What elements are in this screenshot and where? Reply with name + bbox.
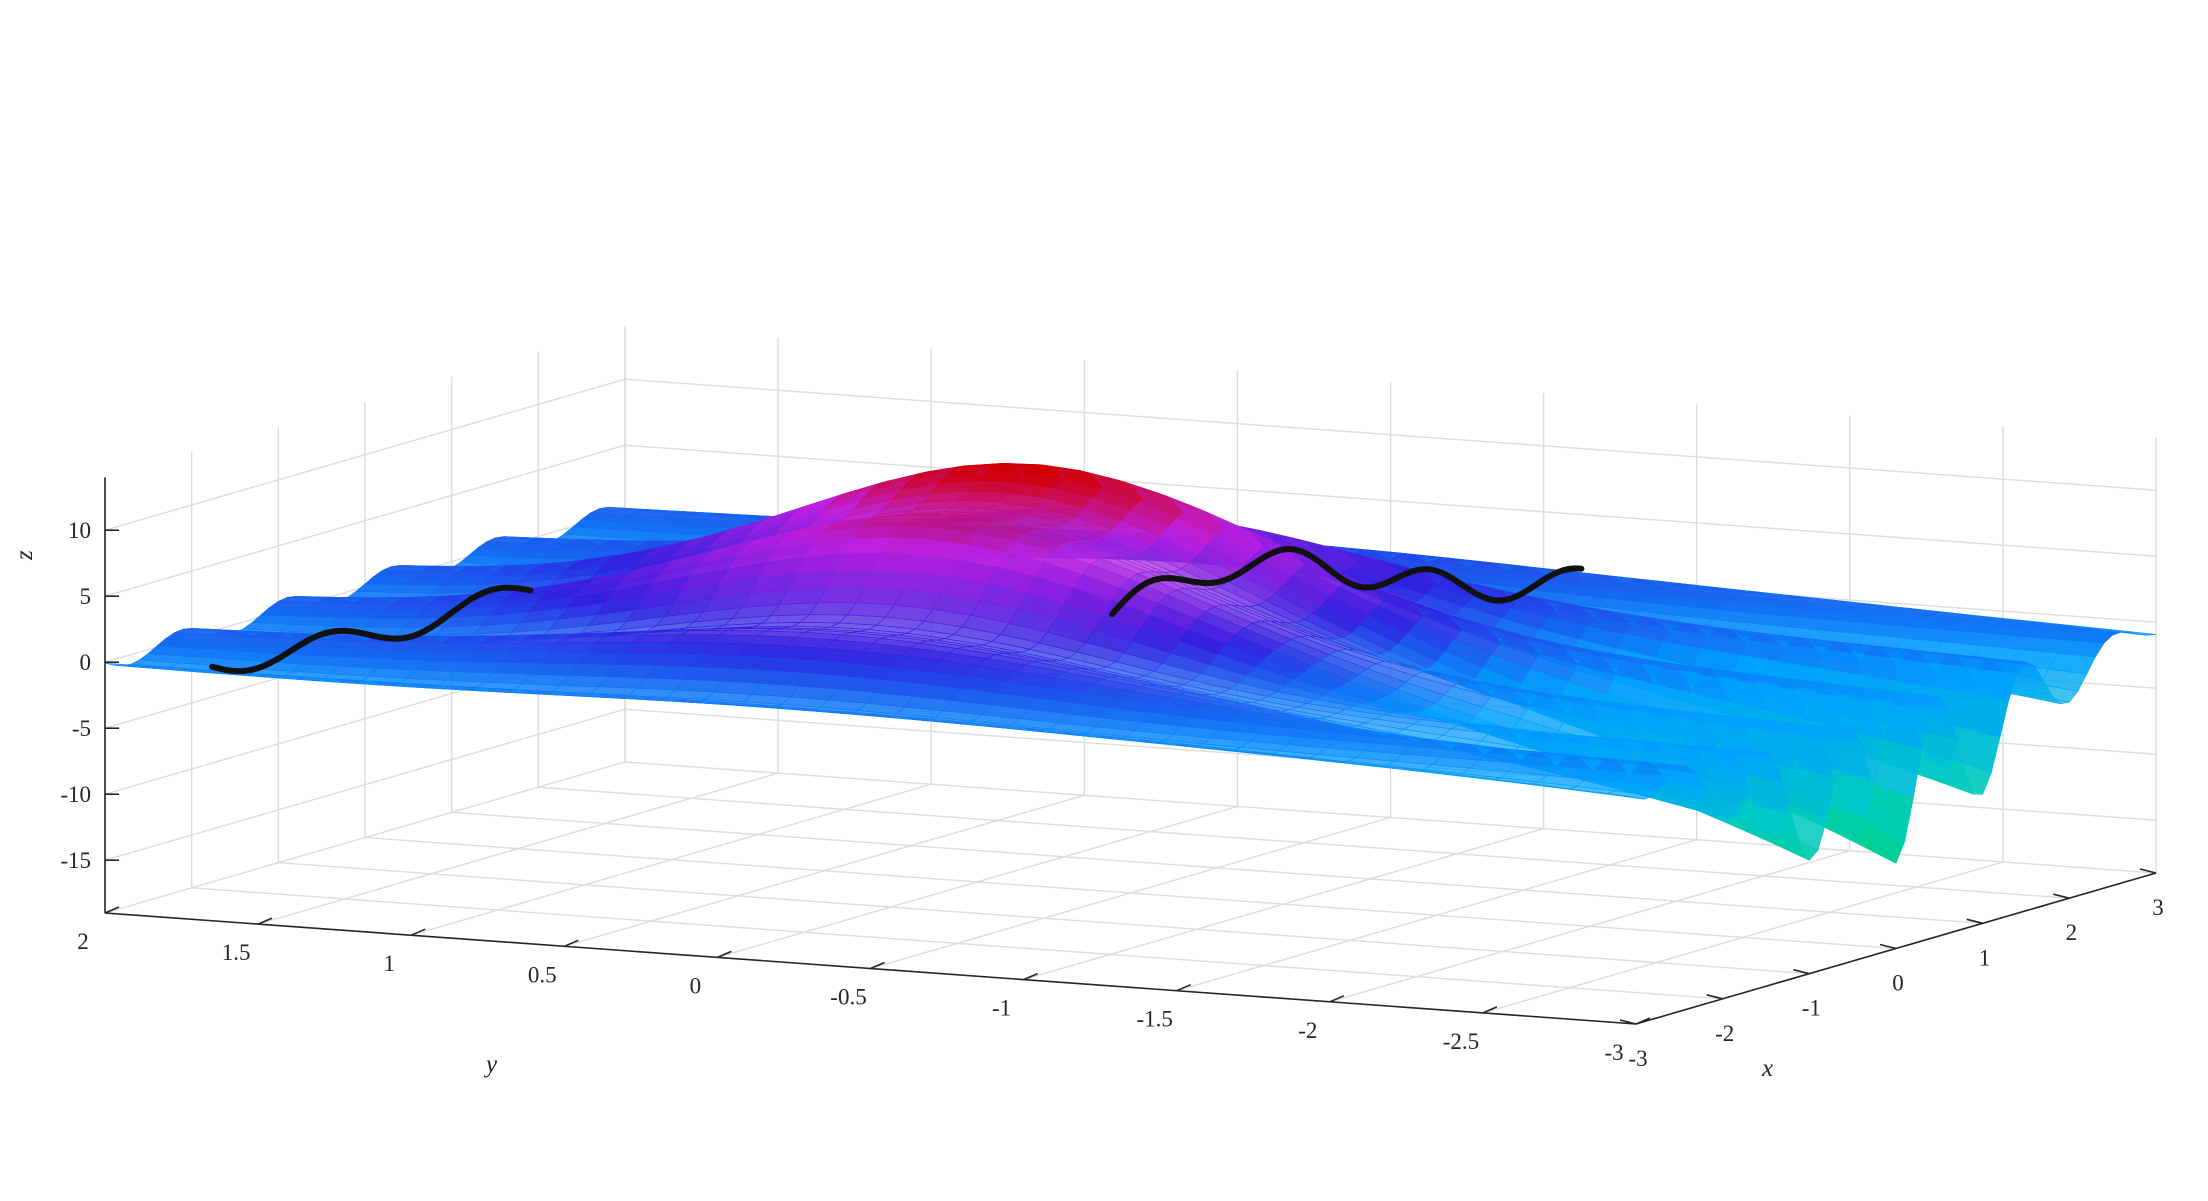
y-tick (1176, 983, 1192, 992)
y-tick (410, 928, 426, 936)
ridge-curve (1109, 546, 1585, 618)
x-tick-label: 3 (2152, 895, 2164, 920)
floor-grid-y (1176, 839, 1697, 992)
z-tick-label: 10 (68, 518, 91, 543)
wall-grid-z (104, 378, 2157, 531)
x-tick-label: 0 (1892, 971, 1904, 996)
floor-grid-y (257, 772, 779, 925)
x-tick (2139, 868, 2157, 874)
y-tick-label: -2.5 (1443, 1029, 1479, 1054)
floor-grid-y (104, 761, 626, 914)
floor-grid-y (717, 805, 1238, 959)
x-tick (1706, 994, 1723, 1000)
y-tick (104, 906, 120, 914)
z-tick-label: -15 (60, 848, 91, 873)
curve-layer (209, 546, 1585, 675)
y-tick-label: -1 (992, 996, 1011, 1021)
y-tick (1635, 1017, 1651, 1025)
x-tick-label: 1 (1979, 945, 1991, 970)
x-tick (2053, 893, 2070, 899)
x-tick-label: -1 (1802, 996, 1821, 1021)
y-tick (1482, 1006, 1498, 1014)
y-tick-label: -1.5 (1136, 1007, 1172, 1032)
y-tick-label: 0.5 (528, 962, 557, 987)
y-tick-label: -0.5 (830, 985, 866, 1010)
y-tick-label: -2 (1298, 1018, 1317, 1043)
floor-grid-y (1023, 827, 1544, 981)
z-tick-label: 5 (80, 584, 92, 609)
y-tick (717, 950, 732, 959)
y-tick (1023, 972, 1038, 981)
y-tick (870, 961, 885, 970)
x-tick-label: -3 (1628, 1046, 1647, 1071)
z-tick-label: -5 (72, 716, 91, 741)
y-tick-label: -3 (1604, 1040, 1623, 1065)
y-axis-label: y (483, 1051, 498, 1078)
floor-grid-y (870, 816, 1391, 970)
y-tick-label: 0 (690, 973, 702, 998)
wall-grid-z (104, 444, 2157, 597)
y-tick (563, 939, 579, 948)
x-tick-label: -2 (1715, 1021, 1734, 1046)
z-tick-label: -10 (60, 782, 91, 807)
x-tick (1879, 943, 1897, 950)
z-tick-label: 0 (80, 650, 92, 675)
ridge-curve (209, 584, 534, 675)
x-tick (1966, 918, 1983, 925)
y-tick (1329, 995, 1345, 1003)
surface-patch (2109, 630, 2157, 636)
floor-grid-y (1482, 861, 2004, 1014)
floor-grid-y (564, 794, 1085, 947)
y-tick-label: 2 (77, 929, 89, 954)
floor-grid-y (411, 783, 932, 936)
x-tick-label: 2 (2066, 920, 2078, 945)
floor-grid-y (1329, 850, 1850, 1003)
z-axis-label: z (11, 550, 38, 561)
x-tick (1793, 968, 1810, 975)
surface-layer (104, 462, 2157, 864)
y-tick-label: 1.5 (222, 940, 251, 965)
y-tick-label: 1 (383, 951, 395, 976)
x-axis-label: x (1761, 1055, 1773, 1082)
y-tick (257, 917, 273, 925)
